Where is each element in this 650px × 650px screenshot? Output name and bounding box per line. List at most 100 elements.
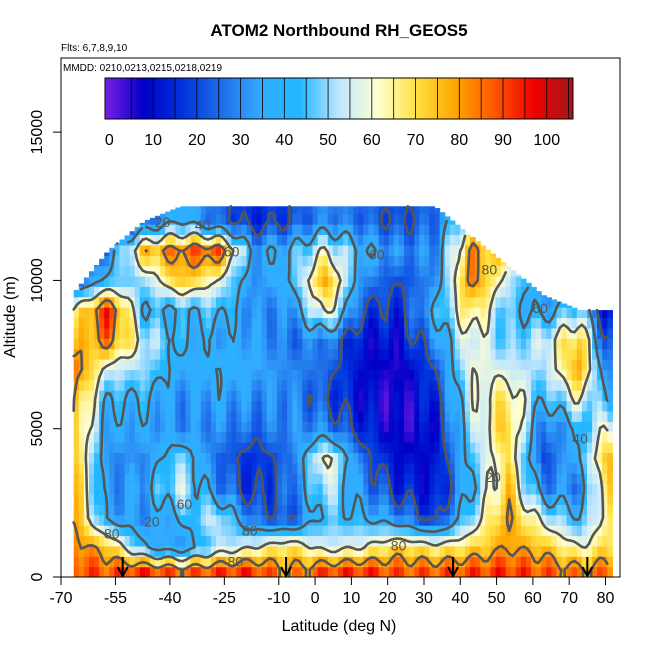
rh-cell [337, 265, 344, 277]
rh-cell [561, 348, 568, 360]
rh-cell [78, 338, 85, 350]
rh-cell [170, 209, 176, 215]
rh-cell [470, 265, 476, 277]
rh-cell [119, 473, 126, 485]
rh-cell [210, 234, 217, 246]
rh-cell [383, 359, 390, 370]
rh-cell [327, 525, 334, 537]
rh-cell [429, 514, 436, 526]
rh-cell [200, 286, 207, 298]
rh-cell [190, 379, 197, 391]
rh-cell [276, 327, 283, 339]
rh-cell [109, 348, 115, 360]
rh-cell [170, 462, 176, 474]
rh-cell [155, 317, 161, 329]
rh-cell [332, 275, 339, 287]
rh-cell [454, 369, 461, 381]
rh-cell [231, 390, 237, 402]
rh-cell [246, 400, 253, 412]
rh-cell [155, 338, 161, 350]
rh-cell [297, 431, 303, 443]
rh-cell [332, 369, 339, 381]
rh-cell [78, 473, 85, 485]
rh-cell [195, 224, 202, 236]
rh-cell [322, 369, 329, 381]
rh-cell [149, 410, 156, 422]
rh-cell [571, 493, 578, 505]
rh-cell [256, 421, 263, 433]
rh-cell [226, 514, 232, 526]
rh-cell [546, 473, 552, 485]
rh-cell [246, 379, 253, 391]
rh-cell [266, 421, 273, 433]
x-tick-label: 10 [342, 590, 360, 607]
rh-cell [83, 535, 90, 547]
rh-cell [124, 483, 131, 495]
rh-cell [287, 504, 293, 516]
rh-cell [485, 525, 492, 537]
rh-cell [515, 556, 522, 568]
rh-cell [348, 535, 354, 547]
rh-cell [210, 390, 217, 402]
rh-cell [94, 452, 100, 464]
rh-cell [429, 286, 436, 298]
rh-cell [414, 286, 420, 298]
rh-cell [419, 452, 425, 464]
rh-cell [114, 556, 121, 568]
rh-cell [505, 286, 512, 298]
rh-cell [383, 338, 390, 350]
rh-cell [216, 410, 222, 422]
rh-cell [302, 213, 309, 225]
rh-cell [312, 244, 319, 256]
rh-cell [226, 421, 232, 433]
contour-80 [72, 242, 609, 577]
rh-cell [297, 452, 303, 464]
rh-cell [398, 535, 405, 547]
rh-cell [114, 504, 121, 516]
rh-cell [368, 317, 375, 329]
rh-cell [322, 514, 329, 526]
rh-cell [302, 514, 309, 526]
rh-cell [480, 421, 486, 433]
rh-cell [144, 379, 151, 391]
rh-cell [556, 359, 563, 370]
rh-cell [581, 545, 588, 557]
rh-cell [480, 535, 486, 547]
rh-cell [251, 224, 258, 236]
rh-cell [134, 473, 141, 485]
rh-cell [302, 390, 309, 402]
colorbar-tick-label: 40 [275, 132, 293, 149]
rh-cell [368, 244, 375, 256]
rh-cell [226, 348, 232, 360]
rh-cell [444, 244, 451, 256]
rh-cell [317, 213, 324, 225]
rh-cell [373, 545, 380, 557]
rh-cell [510, 566, 517, 577]
rh-cell [200, 348, 207, 360]
rh-cell [246, 296, 253, 308]
rh-cell [271, 431, 278, 443]
rh-cell [282, 307, 288, 319]
rh-cell [322, 255, 329, 267]
rh-cell [78, 421, 85, 433]
rh-cell [139, 410, 146, 422]
rh-cell [485, 421, 492, 433]
rh-cell [536, 291, 542, 298]
rh-cell [170, 348, 176, 360]
rh-cell [541, 431, 547, 443]
rh-cell [124, 462, 131, 474]
rh-cell [525, 296, 532, 308]
rh-cell [485, 566, 492, 577]
rh-cell [419, 400, 425, 412]
rh-cell [581, 462, 588, 474]
rh-cell [348, 452, 354, 464]
rh-cell [388, 307, 395, 319]
rh-cell [287, 390, 293, 402]
rh-cell [373, 213, 380, 225]
rh-cell [322, 338, 329, 350]
rh-cell [505, 400, 512, 412]
rh-cell [531, 483, 537, 495]
rh-cell [190, 307, 197, 319]
rh-cell [241, 206, 248, 215]
rh-cell [388, 244, 395, 256]
